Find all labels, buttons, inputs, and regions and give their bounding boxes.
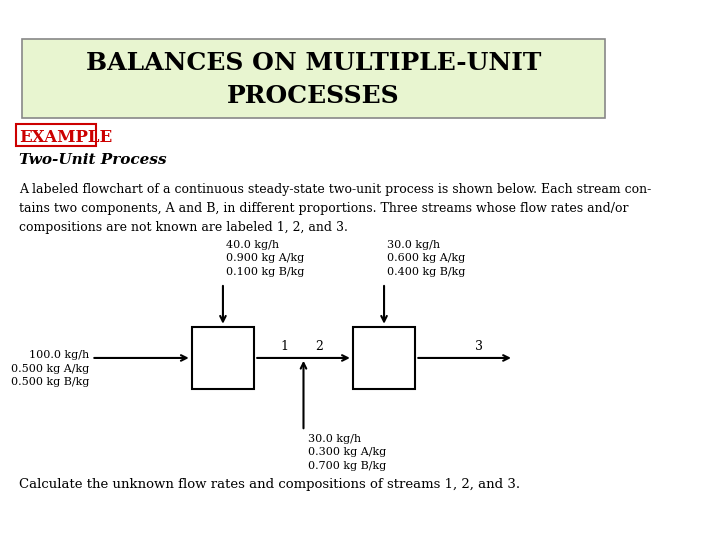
- Text: BALANCES ON MULTIPLE-UNIT: BALANCES ON MULTIPLE-UNIT: [86, 51, 541, 75]
- Text: PROCESSES: PROCESSES: [228, 84, 400, 108]
- Bar: [192, 327, 254, 389]
- FancyBboxPatch shape: [16, 124, 96, 146]
- Text: 30.0 kg/h
0.300 kg A/kg
0.700 kg B/kg: 30.0 kg/h 0.300 kg A/kg 0.700 kg B/kg: [308, 434, 386, 471]
- Text: 2: 2: [315, 340, 323, 353]
- Text: Two-Unit Process: Two-Unit Process: [19, 153, 167, 167]
- Bar: [353, 327, 415, 389]
- Text: 1: 1: [280, 340, 288, 353]
- FancyBboxPatch shape: [22, 39, 606, 118]
- Text: 100.0 kg/h
0.500 kg A/kg
0.500 kg B/kg: 100.0 kg/h 0.500 kg A/kg 0.500 kg B/kg: [12, 350, 90, 387]
- Text: 40.0 kg/h
0.900 kg A/kg
0.100 kg B/kg: 40.0 kg/h 0.900 kg A/kg 0.100 kg B/kg: [225, 240, 304, 277]
- Text: 30.0 kg/h
0.600 kg A/kg
0.400 kg B/kg: 30.0 kg/h 0.600 kg A/kg 0.400 kg B/kg: [387, 240, 465, 277]
- Text: EXAMPLE: EXAMPLE: [19, 129, 112, 146]
- Text: 3: 3: [475, 340, 483, 353]
- Text: A labeled flowchart of a continuous steady-state two-unit process is shown below: A labeled flowchart of a continuous stea…: [19, 183, 652, 234]
- Text: Calculate the unknown flow rates and compositions of streams 1, 2, and 3.: Calculate the unknown flow rates and com…: [19, 478, 521, 491]
